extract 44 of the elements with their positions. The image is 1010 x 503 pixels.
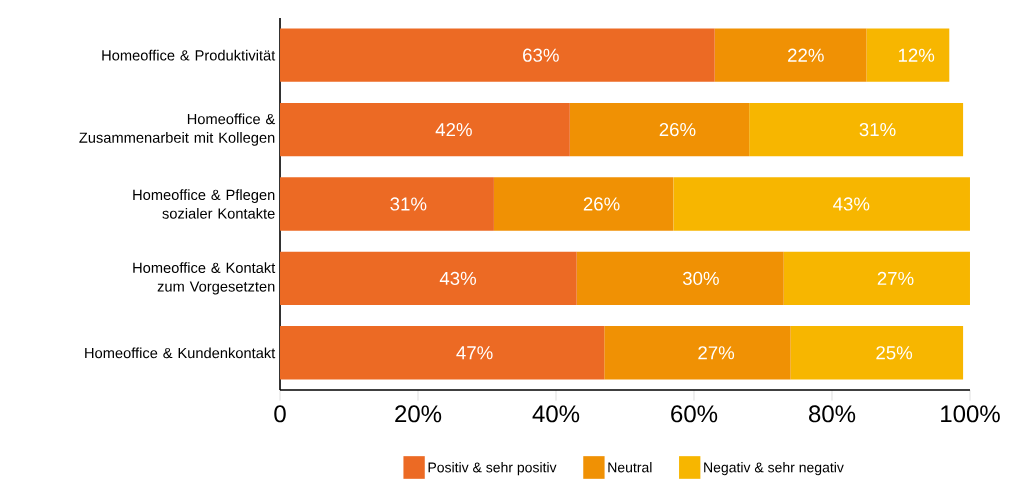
bar bbox=[280, 177, 494, 231]
bar bbox=[280, 102, 570, 157]
y-tick-label: Homeoffice & Kundenkontakt bbox=[85, 347, 276, 359]
data-label: 30% bbox=[682, 271, 719, 285]
data-label: 42% bbox=[435, 123, 472, 137]
bar bbox=[280, 326, 605, 380]
bar bbox=[280, 28, 715, 82]
legend-label: Negativ & sehr negativ bbox=[704, 462, 844, 476]
data-label: 63% bbox=[523, 48, 559, 62]
x-tick-label: 80% bbox=[809, 405, 856, 423]
x-tick-label: 20% bbox=[395, 405, 442, 423]
x-tick-label: 40% bbox=[532, 405, 580, 423]
data-label: 26% bbox=[583, 197, 620, 211]
y-tick-label: Homeoffice & Kontakt zum Vorgesetzten bbox=[133, 262, 276, 295]
data-label: 22% bbox=[788, 48, 824, 62]
data-label: 43% bbox=[439, 271, 477, 285]
bar bbox=[790, 326, 964, 380]
bar bbox=[749, 102, 964, 157]
bar bbox=[604, 326, 791, 380]
bar bbox=[714, 28, 867, 82]
data-label: 27% bbox=[877, 271, 914, 285]
data-label: 26% bbox=[659, 122, 696, 137]
data-label: 25% bbox=[876, 346, 913, 360]
bar bbox=[576, 251, 784, 306]
bar bbox=[493, 177, 674, 231]
x-tick-label: 60% bbox=[671, 405, 718, 423]
bar bbox=[673, 177, 970, 231]
data-label: 31% bbox=[390, 197, 427, 211]
y-tick-label: Homeoffice & Zusammenarbeit mit Kollegen bbox=[79, 113, 276, 146]
x-tick-label: 100% bbox=[941, 405, 1000, 423]
bar bbox=[569, 102, 750, 157]
bar bbox=[783, 251, 970, 306]
bar bbox=[280, 251, 577, 306]
data-label: 31% bbox=[859, 122, 896, 137]
legend-label: Neutral bbox=[608, 462, 652, 473]
bar bbox=[866, 28, 950, 82]
y-tick-label: Homeoffice & Pflegen sozialer Kontakte bbox=[133, 189, 275, 219]
data-label: 12% bbox=[898, 48, 935, 62]
data-label: 27% bbox=[698, 346, 735, 360]
data-label: 47% bbox=[456, 346, 493, 360]
data-label: 43% bbox=[833, 197, 870, 211]
x-tick-label: 0 bbox=[274, 405, 286, 423]
y-tick-label: Homeoffice & Produktivität bbox=[102, 49, 276, 61]
legend-label: Positiv & sehr positiv bbox=[428, 462, 557, 476]
